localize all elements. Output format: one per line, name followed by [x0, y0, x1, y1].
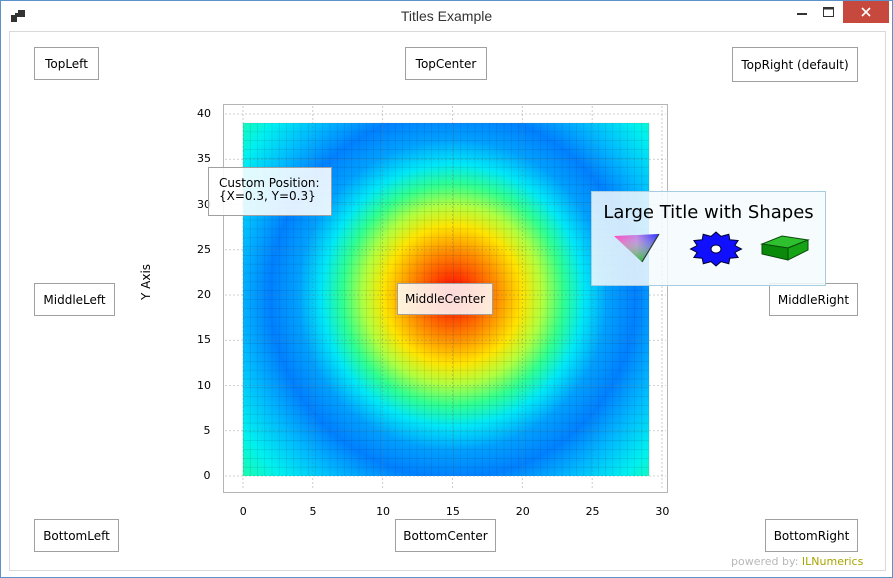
- brand-link[interactable]: ILNumerics: [801, 555, 864, 568]
- app-icon: [11, 10, 25, 22]
- x-tick-label: 20: [515, 505, 530, 518]
- blue-gear-icon: [689, 231, 743, 267]
- title-bottom-center[interactable]: BottomCenter: [395, 519, 496, 552]
- maximize-button[interactable]: [815, 1, 841, 23]
- title-top-right[interactable]: TopRight (default): [732, 47, 858, 82]
- custom-position-line1: Custom Position:: [219, 176, 320, 190]
- title-middle-left[interactable]: MiddleLeft: [34, 283, 115, 316]
- gradient-triangle-icon: [614, 233, 660, 263]
- title-top-left[interactable]: TopLeft: [34, 47, 99, 80]
- title-bar[interactable]: Titles Example: [1, 1, 892, 31]
- minimize-button[interactable]: [789, 1, 815, 23]
- window-title: Titles Example: [400, 8, 493, 24]
- plot-area-frame: [223, 104, 668, 493]
- y-tick-label: 5: [203, 423, 211, 437]
- x-tick-label: 25: [585, 505, 600, 518]
- maximize-icon: [822, 7, 834, 17]
- y-tick-label: 30: [197, 197, 211, 211]
- minimize-icon: [797, 13, 807, 15]
- powered-by-label: powered by:: [731, 555, 799, 568]
- close-icon: [861, 7, 871, 17]
- title-large-with-shapes[interactable]: Large Title with Shapes: [591, 191, 826, 286]
- title-bottom-left[interactable]: BottomLeft: [34, 519, 119, 552]
- x-tick-label: 15: [445, 505, 460, 518]
- x-tick-label: 30: [655, 505, 670, 518]
- x-tick-label: 5: [309, 505, 317, 518]
- y-tick-label: 10: [197, 378, 211, 392]
- y-tick-label: 0: [203, 469, 211, 482]
- title-bottom-right[interactable]: BottomRight: [765, 519, 858, 552]
- green-cube-icon: [760, 235, 810, 261]
- large-title-text: Large Title with Shapes: [603, 202, 814, 223]
- powered-by-footer[interactable]: powered by: ILNumerics: [731, 555, 863, 568]
- title-middle-right[interactable]: MiddleRight: [769, 283, 858, 316]
- title-top-center[interactable]: TopCenter: [405, 47, 487, 80]
- y-axis-title: Y Axis: [139, 263, 153, 300]
- title-middle-center[interactable]: MiddleCenter: [397, 283, 493, 315]
- close-button[interactable]: [843, 1, 889, 23]
- title-custom-position[interactable]: Custom Position: {X=0.3, Y=0.3}: [208, 167, 332, 216]
- x-tick-label: 0: [239, 505, 247, 518]
- y-tick-label: 40: [197, 107, 211, 120]
- custom-position-line2: {X=0.3, Y=0.3}: [219, 189, 316, 203]
- y-tick-label: 35: [197, 152, 211, 166]
- y-tick-label: 15: [197, 333, 211, 347]
- y-tick-label: 25: [197, 242, 211, 256]
- x-tick-label: 10: [376, 505, 391, 518]
- y-tick-label: 20: [197, 288, 211, 301]
